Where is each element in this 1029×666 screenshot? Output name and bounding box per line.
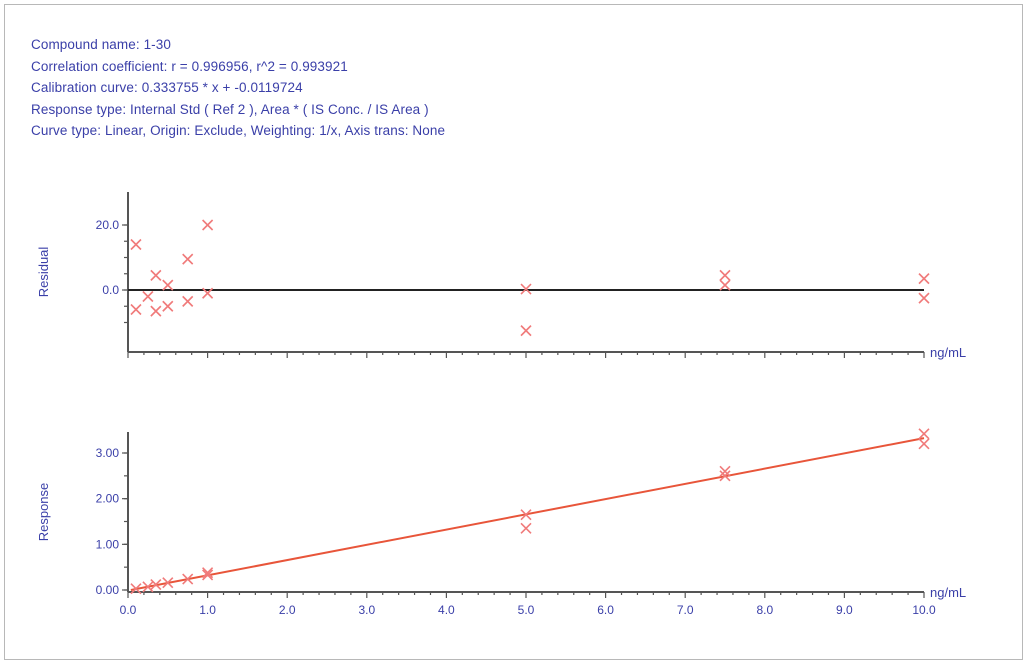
curve-type: Curve type: Linear, Origin: Exclude, Wei… <box>31 123 446 138</box>
residual-point <box>142 290 154 303</box>
response-point <box>719 465 731 477</box>
residual-point <box>182 295 194 307</box>
residual-y-tick-label: 20.0 <box>96 218 120 232</box>
residual-plot: 20.0 0.0 Residual ng/mL <box>36 192 966 360</box>
response-point <box>142 581 154 593</box>
response-x-tick-label: 7.0 <box>677 603 694 617</box>
residual-point <box>162 279 174 291</box>
response-y-tick-label: 0.00 <box>96 583 120 597</box>
response-point <box>182 573 194 585</box>
response-point <box>918 428 930 440</box>
residual-point <box>150 269 162 281</box>
residual-point <box>162 300 174 312</box>
residual-point <box>130 238 142 251</box>
residual-point <box>150 305 162 317</box>
residual-x-label: ng/mL <box>930 345 966 360</box>
residual-point <box>202 287 214 299</box>
residual-point <box>520 283 532 295</box>
response-x-tick-label: 4.0 <box>438 603 455 617</box>
response-x-tick-label: 5.0 <box>518 603 535 617</box>
response-x-tick-label: 2.0 <box>279 603 296 617</box>
response-x-tick-label: 3.0 <box>358 603 375 617</box>
response-x-tick-label: 8.0 <box>756 603 773 617</box>
response-y-tick-label: 2.00 <box>96 492 120 506</box>
response-type: Response type: Internal Std ( Ref 2 ), A… <box>31 101 429 117</box>
response-x-tick-label: 10.0 <box>912 603 936 617</box>
response-y-label: Response <box>36 483 51 542</box>
residual-y-tick-label: 0.0 <box>102 283 119 297</box>
residual-point <box>520 325 532 337</box>
response-y-tick-label: 1.00 <box>96 537 120 551</box>
response-plot: 0.0 1.0 2.0 3.0 4.0 5.0 6.0 7.0 8.0 9.0 10.0 0.00 1.… <box>36 428 966 617</box>
response-x-label: ng/mL <box>930 585 966 600</box>
residual-point <box>130 303 142 316</box>
residual-point <box>719 269 731 281</box>
response-x-tick-label: 1.0 <box>199 603 216 617</box>
response-point <box>130 583 142 595</box>
response-y-tick-label: 3.00 <box>96 446 120 460</box>
response-point <box>719 470 731 482</box>
response-point <box>202 567 214 579</box>
residual-point <box>719 279 731 291</box>
response-point <box>202 569 214 581</box>
residual-y-label: Residual <box>36 247 51 298</box>
calibration-header: Compound name: 1-30 Correlation coeffici… <box>31 34 445 142</box>
response-point <box>162 577 174 589</box>
residual-point <box>202 219 214 231</box>
response-point <box>150 578 162 591</box>
response-x-tick-label: 6.0 <box>597 603 614 617</box>
report-frame <box>4 4 1023 660</box>
response-x-tick-label: 9.0 <box>836 603 853 617</box>
response-point <box>918 438 930 450</box>
correlation-coefficient: Correlation coefficient: r = 0.996956, r… <box>31 58 348 74</box>
residual-point <box>182 253 194 265</box>
residual-point <box>918 273 930 285</box>
response-point <box>520 509 532 521</box>
compound-name: Compound name: 1-30 <box>31 37 171 52</box>
residual-point <box>918 292 930 304</box>
response-point <box>520 522 532 534</box>
response-x-tick-label: 0.0 <box>120 603 137 617</box>
calibration-curve: Calibration curve: 0.333755 * x + -0.011… <box>31 80 303 95</box>
